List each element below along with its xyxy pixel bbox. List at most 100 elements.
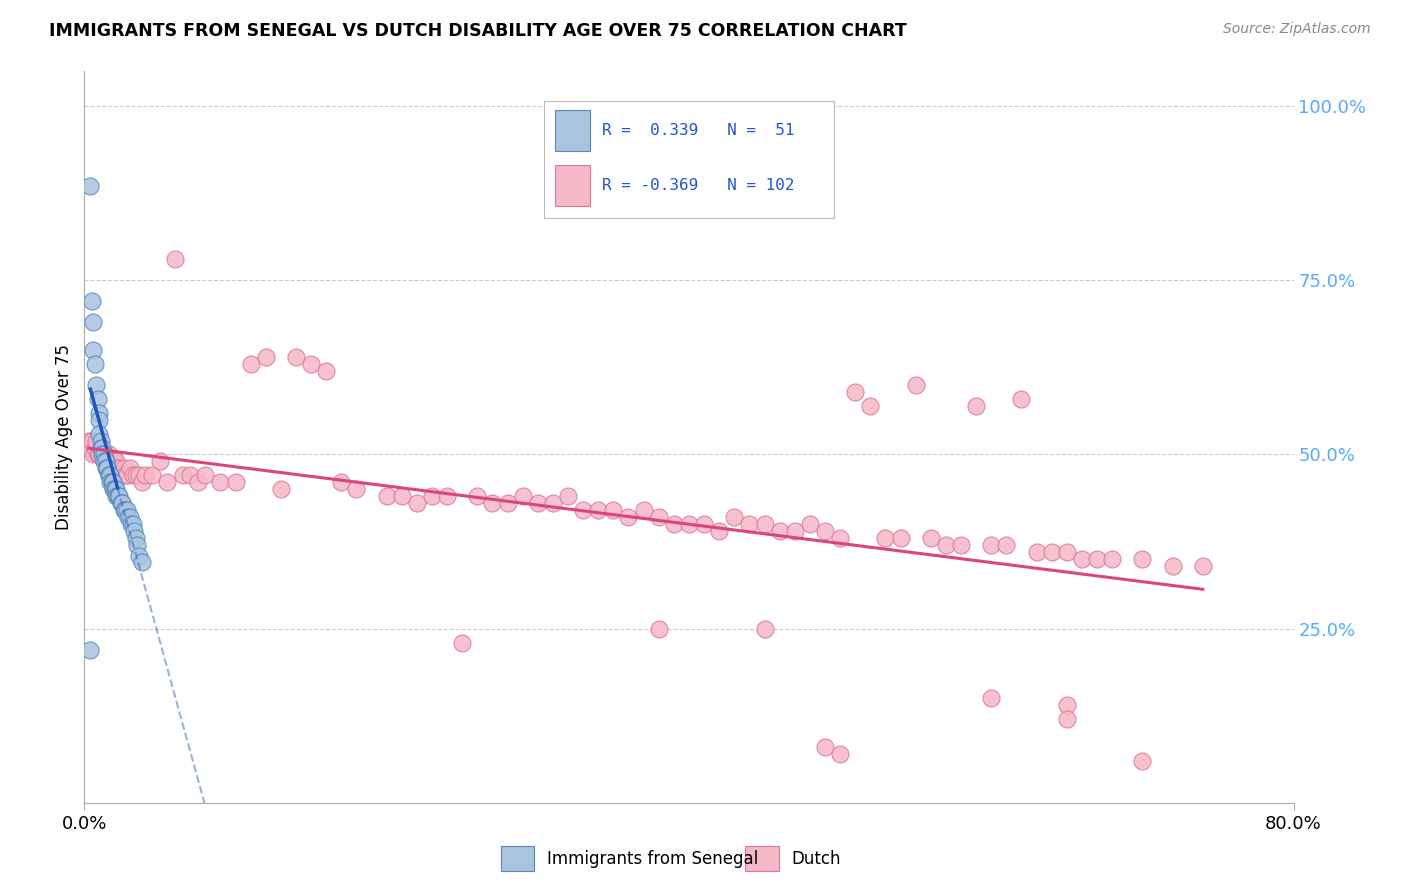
Point <box>82 448 104 462</box>
Point <box>100 461 122 475</box>
Point <box>557 489 579 503</box>
Point <box>285 350 308 364</box>
Point <box>118 510 141 524</box>
Point <box>1130 552 1153 566</box>
Point <box>602 503 624 517</box>
Point <box>115 468 138 483</box>
Point <box>209 475 232 490</box>
Point <box>165 252 187 267</box>
Point <box>1101 552 1123 566</box>
Point <box>754 517 776 532</box>
Point <box>96 461 118 475</box>
Point <box>134 468 156 483</box>
Point <box>96 461 118 475</box>
Point <box>541 496 564 510</box>
Point <box>141 468 163 483</box>
Point <box>662 517 685 532</box>
Point <box>86 377 108 392</box>
Point <box>648 510 671 524</box>
Point <box>84 441 107 455</box>
Point <box>1056 545 1078 559</box>
Point <box>87 392 110 406</box>
Point <box>89 448 111 462</box>
Point <box>844 384 866 399</box>
Point <box>79 441 101 455</box>
Point <box>80 434 103 448</box>
Point <box>94 448 117 462</box>
Point <box>122 524 145 538</box>
Point <box>723 510 745 524</box>
Point <box>79 642 101 657</box>
Point <box>79 179 101 194</box>
Point <box>980 538 1002 552</box>
Point <box>91 448 114 462</box>
Point <box>799 517 821 532</box>
Point <box>254 350 277 364</box>
Point <box>94 454 117 468</box>
Point <box>104 454 127 468</box>
Bar <box>745 847 779 871</box>
Point <box>1085 552 1108 566</box>
Point <box>1071 552 1094 566</box>
Point <box>128 549 150 563</box>
Y-axis label: Disability Age Over 75: Disability Age Over 75 <box>55 344 73 530</box>
Point <box>406 496 429 510</box>
Point <box>111 496 134 510</box>
Point <box>875 531 897 545</box>
Point <box>814 524 837 538</box>
Text: IMMIGRANTS FROM SENEGAL VS DUTCH DISABILITY AGE OVER 75 CORRELATION CHART: IMMIGRANTS FROM SENEGAL VS DUTCH DISABIL… <box>49 22 907 40</box>
Point <box>91 448 114 462</box>
Point <box>633 503 655 517</box>
Point <box>86 434 108 448</box>
Point <box>89 406 111 420</box>
Point <box>149 454 172 468</box>
Point <box>814 740 837 755</box>
Point <box>187 475 209 490</box>
Point <box>299 357 322 371</box>
Point <box>110 496 132 510</box>
Point <box>117 510 139 524</box>
Point <box>105 454 128 468</box>
Point <box>1130 754 1153 768</box>
Point <box>115 503 138 517</box>
Point <box>114 468 136 483</box>
Point <box>225 475 247 490</box>
Point <box>738 517 761 532</box>
Point <box>830 531 852 545</box>
Point <box>118 461 141 475</box>
Point <box>1056 698 1078 713</box>
Point <box>1056 712 1078 726</box>
Point <box>98 475 121 490</box>
Point <box>101 461 124 475</box>
Point <box>108 489 131 503</box>
Point <box>97 468 120 483</box>
Point <box>114 503 136 517</box>
Point <box>125 531 148 545</box>
Point <box>111 496 134 510</box>
Point <box>77 434 100 448</box>
Point <box>89 412 111 426</box>
Point <box>194 468 217 483</box>
Text: Source: ZipAtlas.com: Source: ZipAtlas.com <box>1223 22 1371 37</box>
Point <box>754 622 776 636</box>
Point <box>496 496 519 510</box>
Point <box>995 538 1018 552</box>
Point <box>91 441 114 455</box>
Point <box>420 489 443 503</box>
Point <box>131 556 153 570</box>
Point <box>131 475 153 490</box>
Point <box>80 294 103 309</box>
Point <box>481 496 503 510</box>
Point <box>890 531 912 545</box>
Point <box>121 517 143 532</box>
Point <box>98 468 121 483</box>
Point <box>127 538 149 552</box>
Text: Immigrants from Senegal: Immigrants from Senegal <box>547 849 758 868</box>
Bar <box>501 847 534 871</box>
Point <box>315 364 337 378</box>
Point <box>769 524 792 538</box>
Point <box>709 524 731 538</box>
Point <box>107 489 129 503</box>
Point <box>125 468 148 483</box>
Point <box>648 622 671 636</box>
